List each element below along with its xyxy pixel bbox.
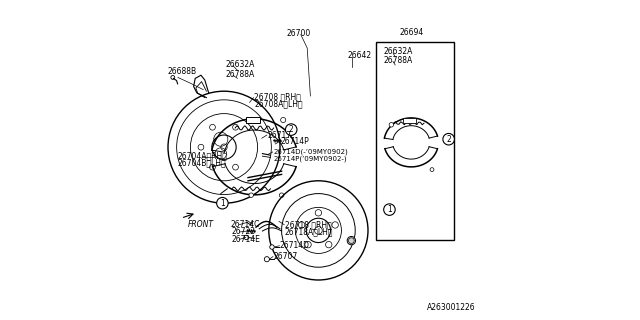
Circle shape: [384, 204, 396, 215]
Bar: [246, 117, 260, 123]
Text: 26718A〈LH〉: 26718A〈LH〉: [285, 228, 333, 236]
Circle shape: [285, 124, 297, 135]
Circle shape: [347, 236, 356, 245]
Circle shape: [216, 197, 228, 209]
Text: 2: 2: [289, 125, 294, 134]
Text: 26714P: 26714P: [280, 137, 309, 146]
Text: 2: 2: [446, 135, 451, 144]
Text: 26718 〈RH〉: 26718 〈RH〉: [285, 220, 332, 229]
Circle shape: [270, 245, 275, 249]
Circle shape: [264, 257, 269, 262]
Text: 26788A: 26788A: [384, 56, 413, 65]
Circle shape: [280, 117, 285, 123]
Text: 26714D(-’09MY0902): 26714D(-’09MY0902): [274, 149, 348, 155]
Text: 26632A: 26632A: [384, 47, 413, 56]
Text: 26714P(’09MY0902-): 26714P(’09MY0902-): [274, 155, 348, 162]
Text: 26708 〈RH〉: 26708 〈RH〉: [254, 92, 301, 101]
Text: FRONT: FRONT: [188, 220, 214, 229]
Text: 26642: 26642: [347, 52, 371, 60]
Circle shape: [349, 238, 355, 244]
Text: 26688B: 26688B: [168, 68, 197, 76]
Text: 26714E: 26714E: [231, 235, 260, 244]
Text: 26704A〈RH〉: 26704A〈RH〉: [178, 151, 227, 160]
Circle shape: [443, 133, 454, 145]
Text: 26717: 26717: [268, 131, 292, 140]
Text: 26700: 26700: [287, 29, 310, 38]
Text: 1: 1: [220, 199, 225, 208]
Text: 26694: 26694: [399, 28, 424, 37]
Bar: [403, 118, 416, 123]
Circle shape: [249, 193, 253, 197]
Text: 26632A: 26632A: [226, 60, 255, 69]
Text: 26707: 26707: [274, 252, 298, 261]
Circle shape: [244, 235, 249, 240]
Circle shape: [221, 144, 227, 150]
Text: 26714C: 26714C: [230, 220, 260, 229]
Text: 26722: 26722: [232, 228, 256, 236]
Text: 26714D: 26714D: [280, 241, 310, 250]
Text: 26708A〈LH〉: 26708A〈LH〉: [254, 100, 303, 108]
Circle shape: [389, 123, 394, 127]
Text: 26704B〈LH〉: 26704B〈LH〉: [178, 159, 226, 168]
Text: 1: 1: [387, 205, 392, 214]
Bar: [376, 42, 454, 240]
Text: A263001226: A263001226: [427, 303, 475, 312]
Text: 26788A: 26788A: [226, 70, 255, 79]
